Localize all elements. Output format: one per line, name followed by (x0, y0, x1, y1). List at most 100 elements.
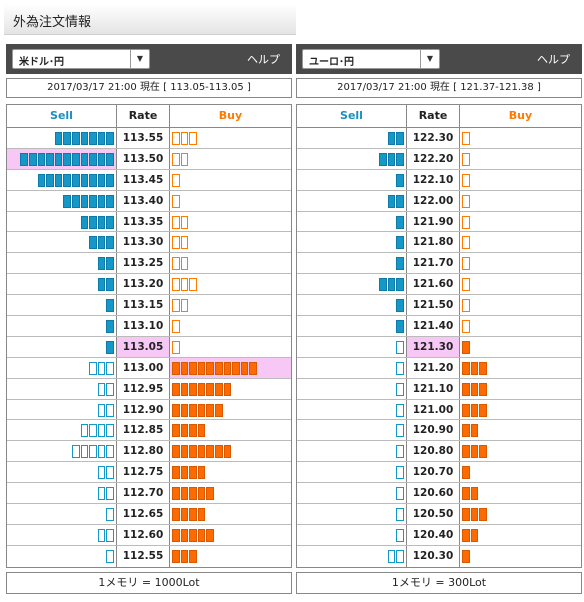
sell-volume-block (89, 361, 97, 375)
buy-volume-block (462, 215, 470, 229)
sell-volume-block (63, 152, 72, 166)
sell-volume-block (80, 132, 89, 145)
order-row: 120.80 (297, 441, 581, 463)
sell-volume-block (97, 278, 106, 292)
buy-volume-block (189, 132, 197, 145)
sell-volume-block (89, 194, 97, 208)
buy-cell (170, 316, 291, 336)
buy-volume-block (462, 382, 470, 396)
buy-volume-block (189, 361, 197, 375)
sell-volume-block (72, 173, 80, 187)
sell-volume-bar (396, 382, 404, 396)
sell-volume-block (97, 382, 106, 396)
rate-cell: 121.50 (407, 295, 460, 316)
sell-volume-block (396, 403, 404, 417)
sell-cell (297, 336, 407, 357)
buy-volume-block (462, 320, 470, 334)
sell-volume-block (106, 403, 114, 417)
order-row: 112.65 (7, 504, 291, 525)
buy-volume-block (172, 215, 180, 229)
order-row: 121.40 (297, 316, 581, 337)
sell-volume-block (387, 278, 396, 292)
buy-cell (170, 232, 291, 252)
sell-volume-block (106, 445, 114, 459)
rate-datetime: 2017/03/17 21:00 現在 [ 113.05-113.05 ] (6, 78, 292, 98)
buy-volume-block (470, 382, 479, 396)
buy-volume-block (462, 445, 470, 459)
buy-volume-block (172, 445, 180, 459)
buy-volume-block (223, 382, 232, 396)
sell-volume-block (80, 152, 89, 166)
buy-volume-bar (172, 361, 257, 375)
buy-cell (460, 212, 581, 232)
help-link[interactable]: ヘルプ (537, 53, 570, 66)
sell-volume-bar (387, 132, 404, 145)
help-link[interactable]: ヘルプ (247, 53, 280, 66)
order-table: Sell Rate Buy 113.55 113.50 113.45 113.40 11… (6, 104, 292, 568)
sell-cell (7, 232, 117, 253)
currency-pair-select[interactable]: ユーロ･円 ▼ (302, 49, 440, 69)
chevron-down-icon[interactable]: ▼ (130, 50, 149, 68)
order-row: 121.80 (297, 232, 581, 254)
buy-volume-block (462, 508, 470, 522)
buy-volume-block (240, 361, 249, 375)
buy-volume-bar (172, 466, 206, 480)
buy-volume-block (172, 403, 180, 417)
sell-volume-block (396, 132, 404, 145)
buy-volume-block (462, 152, 470, 166)
buy-volume-block (180, 508, 189, 522)
buy-cell (170, 441, 291, 461)
sell-cell (297, 211, 407, 232)
order-row: 120.70 (297, 462, 581, 484)
sell-volume-block (80, 173, 89, 187)
order-row: 113.30 (7, 232, 291, 254)
sell-volume-block (396, 549, 404, 563)
sell-cell (7, 420, 117, 441)
sell-cell (297, 148, 407, 169)
buy-volume-block (470, 445, 479, 459)
buy-volume-bar (462, 445, 487, 459)
buy-volume-block (462, 236, 470, 250)
rate-cell: 112.85 (117, 420, 170, 441)
sell-cell (297, 169, 407, 190)
order-row: 112.55 (7, 545, 291, 567)
buy-volume-block (462, 194, 470, 208)
buy-cell (460, 295, 581, 315)
buy-volume-block (462, 487, 470, 501)
order-row: 113.45 (7, 169, 291, 191)
sell-volume-block (46, 152, 54, 166)
buy-cell (170, 295, 291, 315)
currency-pair-select[interactable]: 米ドル･円 ▼ (12, 49, 150, 69)
sell-volume-bar (396, 215, 404, 229)
buy-cell (170, 462, 291, 482)
sell-volume-block (106, 132, 114, 145)
order-row: 122.20 (297, 148, 581, 170)
order-row: 121.90 (297, 211, 581, 233)
chevron-down-icon[interactable]: ▼ (420, 50, 439, 68)
sell-volume-bar (106, 299, 114, 313)
buy-volume-bar (462, 215, 470, 229)
sell-volume-block (379, 152, 387, 166)
buy-cell (170, 128, 291, 148)
sell-volume-block (387, 152, 396, 166)
buy-volume-block (180, 361, 189, 375)
sell-cell (297, 420, 407, 441)
sell-volume-block (89, 236, 97, 250)
buy-volume-block (180, 424, 189, 438)
sell-volume-block (106, 508, 114, 522)
order-row: 121.00 (297, 399, 581, 421)
sell-volume-block (396, 445, 404, 459)
buy-cell (460, 274, 581, 294)
rate-cell: 121.70 (407, 253, 460, 274)
buy-volume-block (462, 340, 470, 354)
buy-volume-block (197, 445, 206, 459)
order-row: 113.25 (7, 253, 291, 275)
sell-volume-bar (396, 466, 404, 480)
buy-cell (170, 400, 291, 420)
order-row: 120.60 (297, 483, 581, 505)
sell-volume-bar (80, 424, 114, 438)
buy-volume-bar (172, 508, 206, 522)
buy-volume-bar (462, 528, 479, 542)
rate-cell: 121.20 (407, 357, 460, 378)
buy-cell (460, 358, 581, 378)
